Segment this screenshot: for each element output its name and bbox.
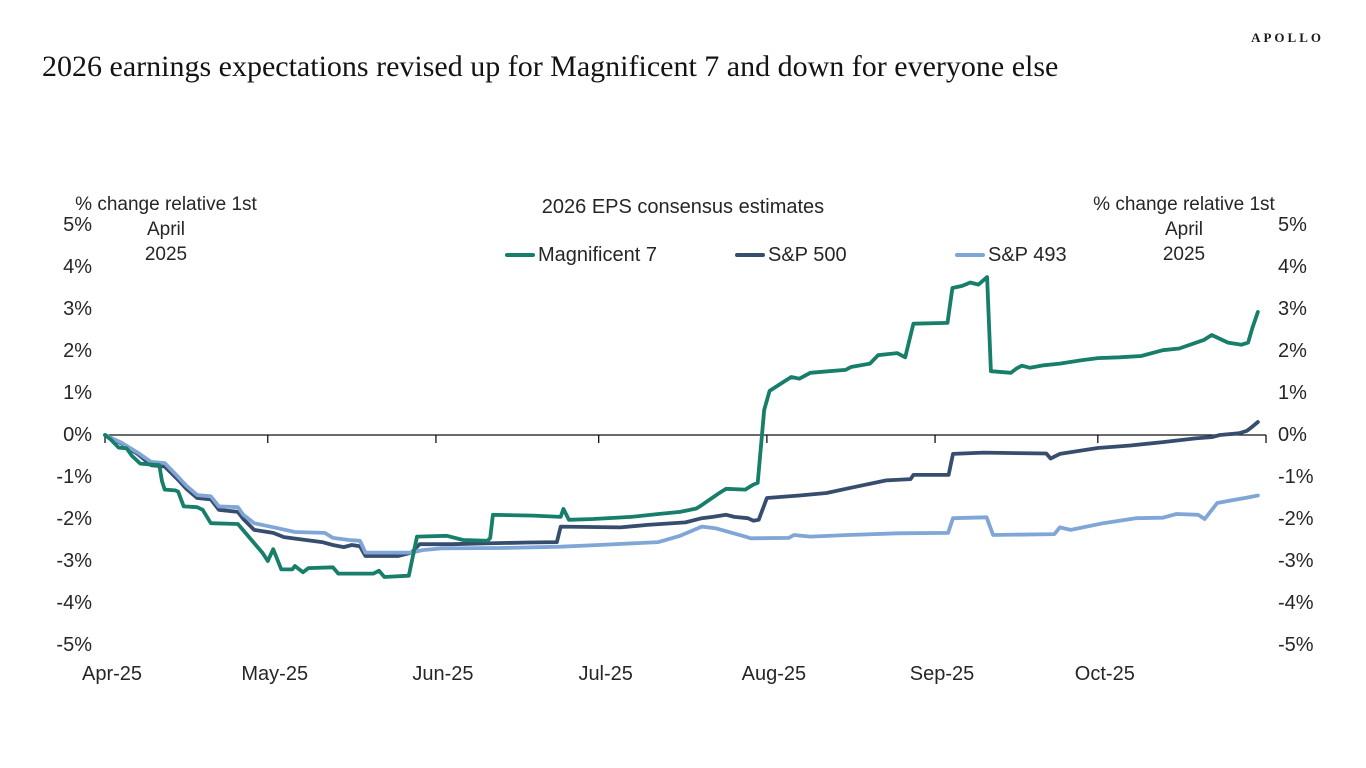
y-axis-label-left: -3% bbox=[56, 550, 92, 572]
y-axis-label-left: 1% bbox=[63, 382, 92, 404]
series-line-s-p-500 bbox=[103, 420, 1260, 558]
sp500-line-swatch bbox=[735, 253, 765, 257]
y-axis-label-right: -3% bbox=[1278, 550, 1314, 572]
legend-item-sp493: S&P 493 bbox=[955, 244, 1067, 266]
right-axis-title-line2: 2025 bbox=[1162, 244, 1206, 265]
y-axis-label-left: 3% bbox=[63, 298, 92, 320]
y-axis-label-right: -1% bbox=[1278, 466, 1314, 488]
x-axis-label: Apr-25 bbox=[81, 663, 143, 685]
magnificent-7-line-swatch bbox=[505, 253, 535, 257]
right-axis-title: % change relative 1st April 2025 bbox=[1073, 192, 1295, 267]
legend-label-magnificent-7: Magnificent 7 bbox=[538, 243, 657, 266]
y-axis-label-right: -5% bbox=[1278, 634, 1314, 656]
y-axis-label-left: 5% bbox=[63, 214, 92, 236]
series-line-s-p-493 bbox=[103, 433, 1260, 555]
chart-title: 2026 EPS consensus estimates bbox=[541, 196, 825, 218]
y-axis-label-left: 2% bbox=[63, 340, 92, 362]
apollo-logo: APOLLO bbox=[1251, 30, 1324, 45]
legend-label-sp493: S&P 493 bbox=[988, 243, 1067, 266]
x-axis-label: Aug-25 bbox=[741, 663, 807, 685]
y-axis-label-left: -2% bbox=[56, 508, 92, 530]
sp493-line-swatch bbox=[955, 253, 985, 257]
y-axis-label-right: 4% bbox=[1278, 256, 1307, 278]
x-axis-label: Jun-25 bbox=[412, 663, 474, 685]
x-axis-label: Jul-25 bbox=[578, 663, 633, 685]
y-axis-label-right: 1% bbox=[1278, 382, 1307, 404]
x-axis-label: Oct-25 bbox=[1074, 663, 1135, 685]
y-axis-label-left: 4% bbox=[63, 256, 92, 278]
page-title: 2026 earnings expectations revised up fo… bbox=[42, 50, 1059, 83]
x-axis-label: Sep-25 bbox=[909, 663, 975, 685]
right-axis-title-line1: % change relative 1st April bbox=[1093, 194, 1275, 240]
legend-label-sp500: S&P 500 bbox=[768, 243, 847, 266]
y-axis-label-right: 2% bbox=[1278, 340, 1307, 362]
legend-item-magnificent-7: Magnificent 7 bbox=[505, 244, 657, 266]
y-axis-label-right: 0% bbox=[1278, 424, 1307, 446]
y-axis-label-right: -2% bbox=[1278, 508, 1314, 530]
left-axis-title-line2: 2025 bbox=[144, 244, 188, 265]
x-axis-label: May-25 bbox=[241, 663, 309, 685]
y-axis-label-left: -5% bbox=[56, 634, 92, 656]
y-axis-label-left: -4% bbox=[56, 592, 92, 614]
left-axis-title: % change relative 1st April 2025 bbox=[55, 192, 277, 267]
y-axis-label-right: 5% bbox=[1278, 214, 1307, 236]
y-axis-label-right: 3% bbox=[1278, 298, 1307, 320]
y-axis-label-left: 0% bbox=[63, 424, 92, 446]
left-axis-title-line1: % change relative 1st April bbox=[75, 194, 257, 240]
y-axis-label-left: -1% bbox=[56, 466, 92, 488]
series-line-magnificent-7 bbox=[103, 275, 1260, 579]
y-axis-label-right: -4% bbox=[1278, 592, 1314, 614]
legend-item-sp500: S&P 500 bbox=[735, 244, 847, 266]
